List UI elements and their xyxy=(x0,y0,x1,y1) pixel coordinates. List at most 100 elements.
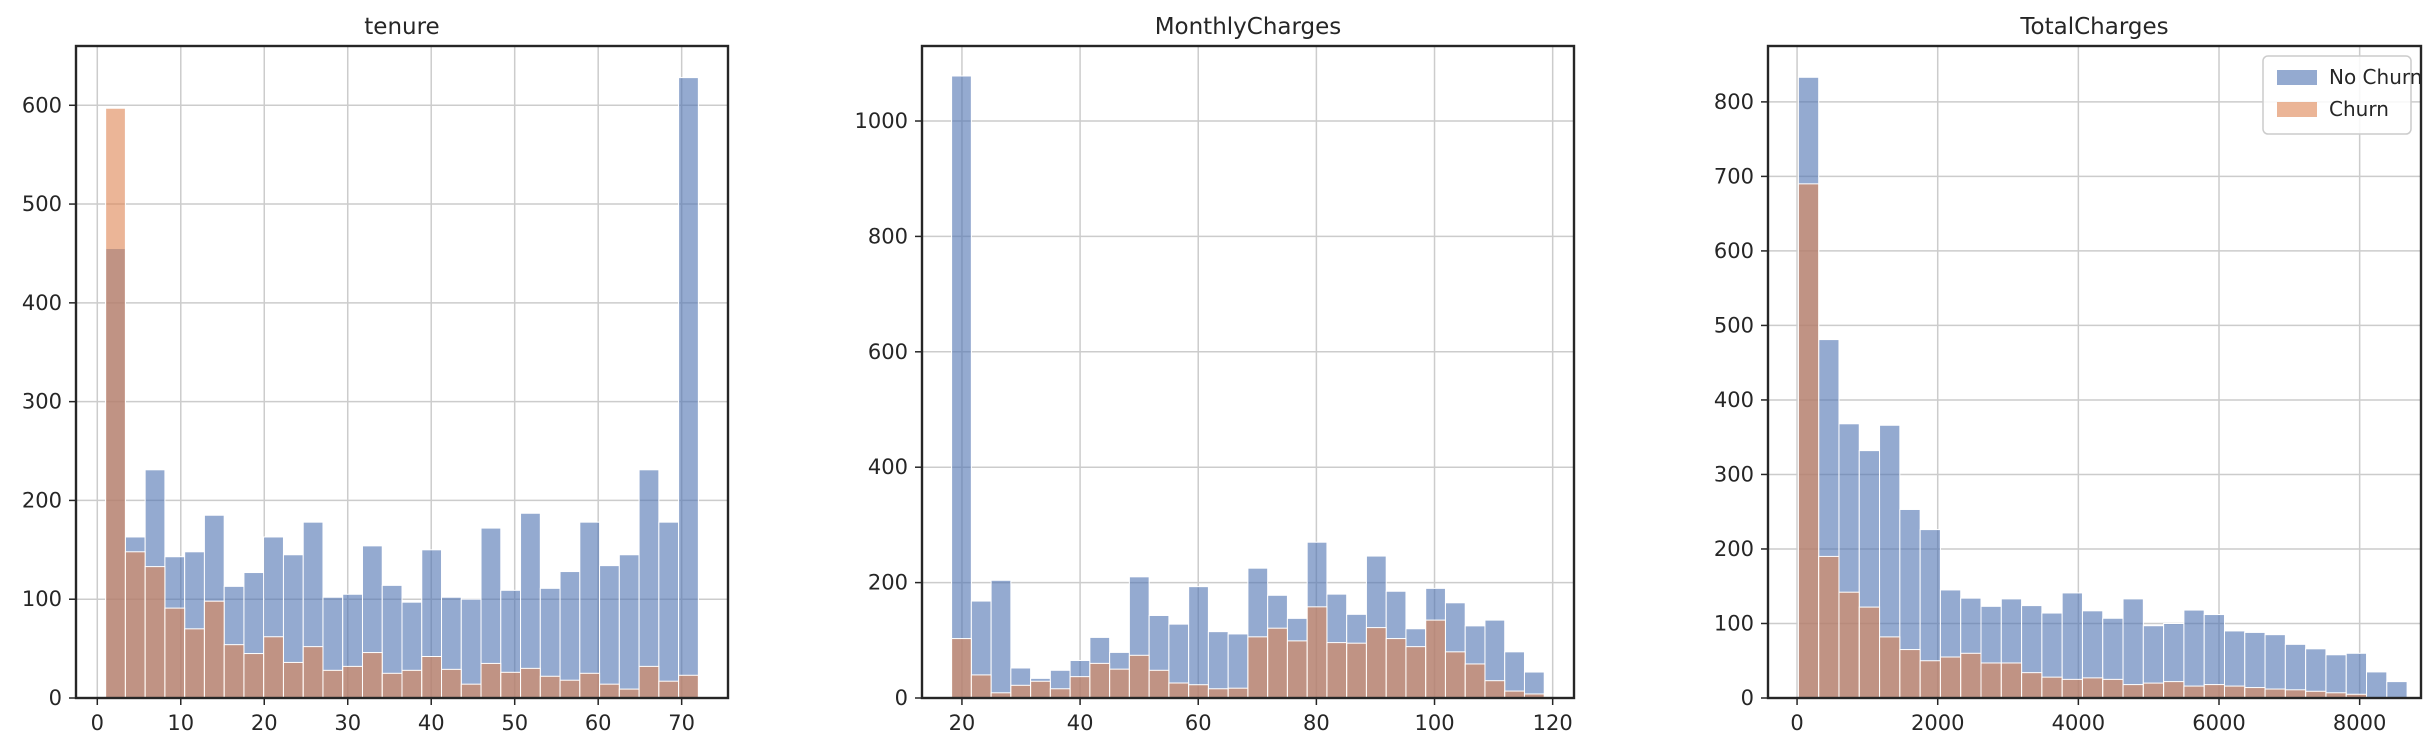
histogram-bar xyxy=(1030,680,1051,699)
histogram-bar xyxy=(520,667,541,699)
histogram-bar xyxy=(302,646,324,699)
y-tick-label: 600 xyxy=(1714,239,1754,263)
histogram-bar xyxy=(1484,680,1506,699)
histogram-bar xyxy=(1306,606,1328,699)
x-tick-label: 60 xyxy=(585,711,612,735)
histogram-bar xyxy=(1899,649,1921,699)
histogram-bar xyxy=(1010,684,1032,699)
series-no-churn xyxy=(951,75,1545,699)
histogram-bar xyxy=(2163,681,2185,699)
x-tick-label: 4000 xyxy=(2052,711,2105,735)
histogram-bar xyxy=(2305,648,2327,699)
y-tick-label: 800 xyxy=(1714,90,1754,114)
histogram-bar xyxy=(2284,689,2307,699)
histogram-bar xyxy=(1267,627,1288,699)
histogram-bar xyxy=(441,668,462,699)
histogram-bar xyxy=(500,671,522,699)
histogram-bar xyxy=(105,107,126,699)
histogram-bar xyxy=(223,644,245,699)
histogram-bar xyxy=(559,571,581,699)
x-tick-label: 0 xyxy=(1790,711,1803,735)
histogram-bar xyxy=(460,598,482,699)
y-tick-label: 0 xyxy=(49,686,62,710)
histogram-bar xyxy=(2386,681,2408,699)
histogram-bar xyxy=(579,521,601,699)
histogram-bar xyxy=(2366,671,2388,699)
histogram-bar xyxy=(2183,685,2205,699)
histogram-bar xyxy=(1128,654,1150,699)
y-tick-label: 100 xyxy=(22,587,62,611)
histogram-bar xyxy=(990,579,1012,699)
y-tick-label: 0 xyxy=(895,686,908,710)
chart-panel-1: 0 10 20 30 40 50 60 70 0 100 200 300 400 500 600 tenure xyxy=(22,14,730,735)
histogram-bar xyxy=(1919,660,1941,699)
histogram-bar xyxy=(1148,669,1170,699)
histogram-bar xyxy=(1286,640,1308,699)
chart-title: MonthlyCharges xyxy=(1155,14,1342,40)
x-tick-label: 2000 xyxy=(1911,711,1964,735)
histogram-bar xyxy=(658,521,680,699)
histogram-bar xyxy=(1168,682,1190,699)
histogram-bar xyxy=(1818,555,1840,699)
histogram-bar xyxy=(164,607,186,699)
histogram-bar xyxy=(184,628,205,699)
series-no-churn xyxy=(105,77,699,699)
histogram-bar xyxy=(2183,609,2205,699)
axes-frame xyxy=(920,44,1576,700)
histogram-bar xyxy=(1069,676,1091,699)
chart-title: TotalCharges xyxy=(2019,14,2168,40)
y-tick-label: 600 xyxy=(868,340,908,364)
y-tick-label: 300 xyxy=(22,390,62,414)
histogram-bar xyxy=(2264,688,2286,699)
legend-label: Churn xyxy=(2329,97,2389,121)
histogram-bar xyxy=(144,566,166,699)
histogram-bar xyxy=(678,77,699,699)
x-tick-label: 40 xyxy=(1067,711,1094,735)
x-tick-label: 10 xyxy=(167,711,194,735)
histogram-bar xyxy=(1879,636,1901,699)
histogram-bar xyxy=(203,600,225,699)
y-tick-label: 800 xyxy=(868,224,908,248)
histogram-bar xyxy=(1960,652,1982,699)
histogram-bar xyxy=(2203,684,2225,699)
x-tick-label: 8000 xyxy=(2333,711,2386,735)
chart-panel-3: 0 2000 4000 6000 8000 0 100 200 300 400 500 600 700 8… xyxy=(1714,14,2423,735)
x-tick-label: 30 xyxy=(334,711,361,735)
legend-label: No Churn xyxy=(2329,65,2422,89)
histogram-bar xyxy=(1797,183,1820,699)
histogram-bar xyxy=(658,680,680,699)
histogram-bar xyxy=(638,469,660,699)
histogram-bar xyxy=(599,683,620,699)
y-tick-label: 500 xyxy=(22,192,62,216)
y-tick-label: 200 xyxy=(1714,537,1754,561)
histogram-bar xyxy=(263,636,284,699)
histogram-bar xyxy=(2081,677,2104,699)
legend: No Churn Churn xyxy=(2262,55,2422,135)
histogram-bar xyxy=(678,674,699,699)
x-tick-label: 70 xyxy=(668,711,695,735)
histogram-bar xyxy=(2041,676,2063,699)
histogram-bar xyxy=(460,683,482,699)
x-tick-label: 50 xyxy=(501,711,528,735)
y-tick-label: 700 xyxy=(1714,164,1754,188)
series-churn xyxy=(1797,183,2368,699)
histogram-bar xyxy=(2122,598,2144,699)
histogram-bar xyxy=(1089,662,1111,699)
histogram-bar xyxy=(480,662,502,699)
histogram-bar xyxy=(1188,586,1209,699)
histogram-bar xyxy=(1858,606,1881,699)
histogram-bar xyxy=(618,688,640,699)
histogram-bar xyxy=(2264,634,2286,699)
histogram-bar xyxy=(1464,663,1486,699)
histogram-bar xyxy=(2102,678,2124,699)
histogram-bar xyxy=(243,653,265,699)
y-tick-label: 100 xyxy=(1714,611,1754,635)
chart-panel-2: 20 40 60 80 100 120 0 200 400 600 800 1000 MonthlyCh… xyxy=(855,14,1576,735)
histogram-bar xyxy=(421,656,443,699)
y-tick-label: 400 xyxy=(1714,388,1754,412)
histogram-bar xyxy=(1838,591,1860,699)
histogram-bar xyxy=(2122,684,2144,699)
histogram-bar xyxy=(2142,682,2165,699)
histogram-bar xyxy=(1939,656,1962,699)
